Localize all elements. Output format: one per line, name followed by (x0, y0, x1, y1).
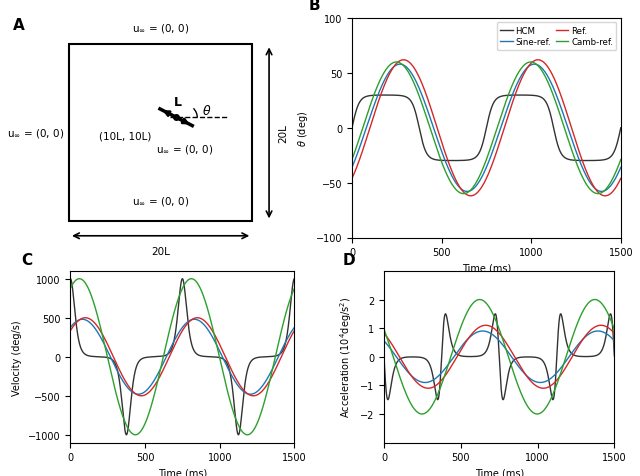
HCM (451, 159, 459, 164)
Text: u$_\infty$ = (0, 0): u$_\infty$ = (0, 0) (132, 22, 189, 35)
Text: D: D (342, 252, 355, 268)
Sine-ref. (348, 165, 356, 171)
Bar (69, 45, 252, 222)
Ref. (379, 88, 387, 93)
Y-axis label: Acceleration ($10^4$deg/s$^2$): Acceleration ($10^4$deg/s$^2$) (339, 297, 355, 417)
X-axis label: Time (ms): Time (ms) (462, 263, 511, 273)
Text: u$_\infty$ = (0, 0): u$_\infty$ = (0, 0) (156, 143, 213, 156)
Sine-ref. (451, 179, 459, 185)
Text: (10L, 10L): (10L, 10L) (99, 132, 152, 142)
Ref. (400, 58, 408, 63)
Text: $\theta$: $\theta$ (202, 104, 212, 118)
Camb-ref. (348, 157, 356, 163)
Sine-ref. (612, 176, 620, 181)
Camb-ref. (594, 191, 602, 197)
Sine-ref. (395, 62, 403, 68)
Camb-ref. (617, 157, 625, 163)
X-axis label: Time (ms): Time (ms) (158, 468, 207, 476)
Line: Camb-ref.: Camb-ref. (352, 63, 621, 194)
Camb-ref. (451, 187, 459, 192)
Text: u$_\infty$ = (0, 0): u$_\infty$ = (0, 0) (132, 195, 189, 208)
Camb-ref. (395, 60, 403, 66)
X-axis label: Time (ms): Time (ms) (475, 468, 524, 476)
HCM (379, 93, 387, 99)
Line: Sine-ref.: Sine-ref. (352, 65, 621, 192)
Ref. (583, 170, 591, 176)
Text: 20L: 20L (278, 124, 288, 143)
Ref. (612, 186, 620, 191)
Camb-ref. (463, 190, 470, 196)
Line: Ref.: Ref. (352, 60, 621, 197)
HCM (348, 126, 356, 131)
Text: A: A (13, 19, 25, 33)
Sine-ref. (617, 165, 625, 171)
Ref. (451, 177, 459, 182)
HCM (583, 159, 591, 164)
HCM (583, 159, 591, 164)
Text: 20L: 20L (151, 247, 170, 257)
Camb-ref. (583, 182, 591, 188)
Sine-ref. (463, 189, 470, 195)
Y-axis label: $\theta$ (deg): $\theta$ (deg) (296, 110, 310, 147)
Y-axis label: Velocity (deg/s): Velocity (deg/s) (13, 319, 22, 395)
Sine-ref. (598, 189, 605, 195)
HCM (395, 93, 403, 99)
Ref. (395, 60, 403, 65)
Text: C: C (21, 252, 32, 268)
Ref. (601, 194, 609, 199)
Sine-ref. (396, 62, 404, 68)
HCM (382, 93, 390, 99)
Text: B: B (309, 0, 321, 13)
Sine-ref. (583, 174, 591, 180)
Legend: HCM, Sine-ref., Ref., Camb-ref.: HCM, Sine-ref., Ref., Camb-ref. (497, 23, 616, 51)
Sine-ref. (379, 82, 387, 88)
Line: HCM: HCM (352, 96, 621, 161)
HCM (463, 158, 470, 164)
HCM (612, 146, 620, 151)
Camb-ref. (379, 73, 387, 79)
HCM (617, 126, 625, 131)
Ref. (617, 176, 625, 182)
Ref. (463, 192, 470, 198)
Camb-ref. (392, 60, 400, 66)
Ref. (348, 176, 356, 182)
Camb-ref. (612, 170, 620, 176)
Text: u$_\infty$ = (0, 0): u$_\infty$ = (0, 0) (6, 127, 64, 140)
Text: L: L (173, 96, 182, 109)
